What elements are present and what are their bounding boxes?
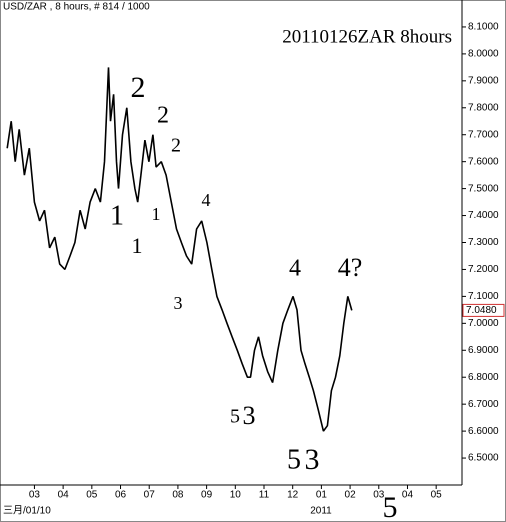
- x-tick-label: 01: [316, 490, 328, 501]
- wave-label: 5: [383, 491, 398, 522]
- x-tick-label: 06: [115, 490, 127, 501]
- y-tick-label: 7.8000: [468, 102, 499, 113]
- y-tick-label: 6.8000: [468, 372, 499, 383]
- y-tick-label: 8.1000: [468, 22, 499, 33]
- x-tick-label: 04: [58, 490, 70, 501]
- wave-label: 2: [171, 135, 181, 157]
- x-tick-label: 09: [201, 490, 213, 501]
- y-tick-label: 7.9000: [468, 75, 499, 86]
- x-tick-label: 04: [402, 490, 414, 501]
- wave-label: 4?: [338, 253, 363, 282]
- x-tick-label: 10: [230, 490, 242, 501]
- x-tick-label: 08: [172, 490, 184, 501]
- x-tick-label: 12: [287, 490, 299, 501]
- x-tick-label: 02: [345, 490, 357, 501]
- last-price-box: [462, 303, 505, 317]
- wave-label: 5: [230, 406, 240, 428]
- wave-label: 3: [174, 293, 183, 313]
- x-tick-label: 05: [86, 490, 98, 501]
- y-tick-label: 7.7000: [468, 129, 499, 140]
- wave-label: 2: [131, 71, 146, 104]
- x-tick-label: 11: [259, 490, 270, 501]
- wave-label: 3: [305, 443, 320, 476]
- date-label: 三月/01/10: [3, 505, 51, 517]
- y-tick-label: 7.2000: [468, 264, 499, 275]
- x-tick-label: 05: [431, 490, 443, 501]
- chart-subtitle: 20110126ZAR 8hours: [282, 26, 452, 47]
- chart-title: USD/ZAR , 8 hours, # 814 / 1000: [3, 2, 150, 13]
- x-tick-label: 03: [29, 490, 41, 501]
- y-tick-label: 7.3000: [468, 237, 499, 248]
- wave-label: 3: [243, 401, 256, 430]
- wave-label: 4: [202, 190, 211, 210]
- wave-label: 5: [287, 444, 301, 475]
- wave-label: 2: [157, 103, 169, 129]
- y-tick-label: 6.6000: [468, 426, 499, 437]
- last-price-label: 7.0480: [466, 305, 497, 316]
- x-tick-label: 03: [373, 490, 385, 501]
- wave-label: 1: [110, 200, 124, 231]
- y-tick-label: 6.5000: [468, 453, 499, 464]
- y-tick-label: 7.6000: [468, 156, 499, 167]
- y-tick-label: 8.0000: [468, 49, 499, 60]
- x-tick-label: 07: [144, 490, 156, 501]
- wave-label: 1: [152, 204, 161, 224]
- y-tick-label: 6.9000: [468, 345, 499, 356]
- y-tick-label: 7.0000: [468, 318, 499, 329]
- y-tick-label: 7.5000: [468, 183, 499, 194]
- date-label: 2011: [310, 506, 332, 517]
- wave-label: 1: [132, 233, 143, 258]
- y-tick-label: 7.1000: [468, 291, 499, 302]
- y-tick-label: 6.7000: [468, 399, 499, 410]
- y-tick-label: 7.4000: [468, 210, 499, 221]
- price-line: [6, 67, 353, 432]
- wave-label: 4: [289, 256, 301, 282]
